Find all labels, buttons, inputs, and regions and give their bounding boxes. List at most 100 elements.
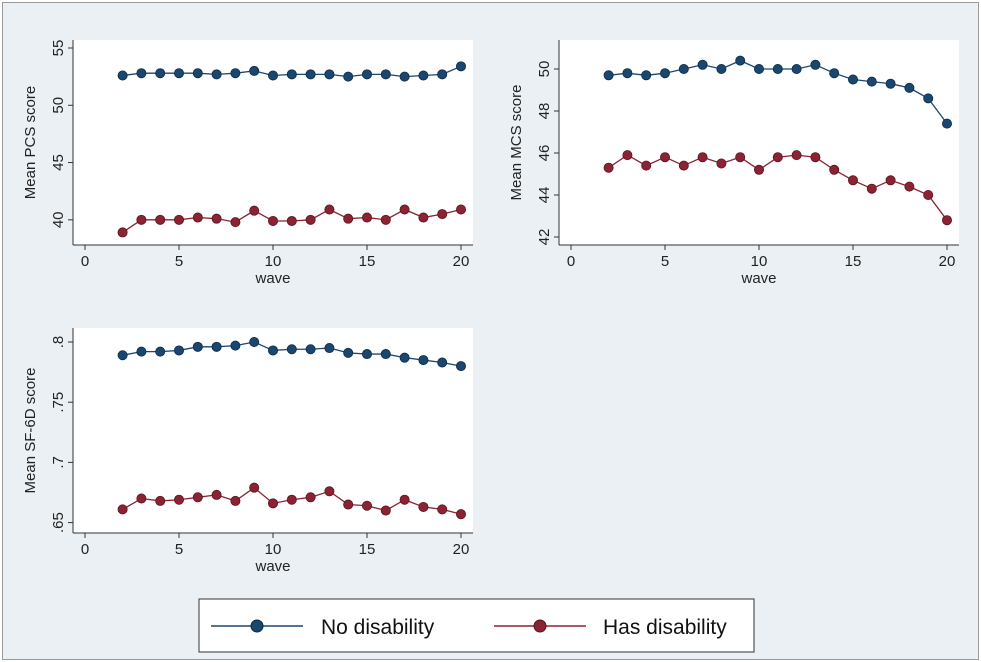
point-no-disability — [622, 68, 633, 79]
point-no-disability — [136, 68, 147, 79]
x-tick-label: 5 — [175, 253, 183, 270]
point-no-disability — [735, 55, 746, 66]
point-has-disability — [305, 492, 316, 503]
point-has-disability — [437, 209, 448, 220]
x-tick-label: 5 — [661, 253, 669, 270]
point-has-disability — [399, 204, 410, 215]
point-no-disability — [117, 70, 128, 81]
point-has-disability — [848, 175, 859, 186]
point-has-disability — [249, 205, 260, 216]
point-no-disability — [418, 70, 429, 81]
point-no-disability — [117, 350, 128, 361]
point-has-disability — [211, 489, 222, 500]
point-no-disability — [286, 69, 297, 80]
point-no-disability — [249, 65, 260, 76]
x-tick-label: 0 — [81, 253, 89, 270]
x-tick-label: 0 — [81, 541, 89, 558]
y-tick-label: 45 — [50, 154, 67, 171]
legend: No disability Has disability — [198, 598, 755, 653]
point-has-disability — [603, 162, 614, 173]
point-has-disability — [904, 181, 915, 192]
point-has-disability — [641, 160, 652, 171]
point-no-disability — [249, 337, 260, 348]
point-has-disability — [230, 495, 241, 506]
point-no-disability — [678, 64, 689, 75]
point-no-disability — [866, 76, 877, 87]
point-no-disability — [772, 64, 783, 75]
legend-item-no-disability: No disability — [211, 616, 435, 639]
legend-item-has-disability: Has disability — [494, 616, 727, 639]
point-no-disability — [455, 361, 466, 372]
point-no-disability — [810, 59, 821, 70]
y-tick-label: 42 — [536, 229, 553, 246]
x-tick-label: 15 — [359, 253, 376, 270]
point-has-disability — [380, 214, 391, 225]
point-no-disability — [399, 352, 410, 363]
point-has-disability — [622, 150, 633, 161]
y-tick-label: .65 — [50, 512, 67, 533]
y-tick-label: 44 — [536, 187, 553, 204]
point-has-disability — [361, 212, 372, 223]
point-no-disability — [923, 93, 934, 104]
y-tick-label: 50 — [536, 61, 553, 78]
point-no-disability — [361, 69, 372, 80]
point-has-disability — [716, 158, 727, 169]
point-has-disability — [267, 498, 278, 509]
point-no-disability — [904, 82, 915, 93]
point-no-disability — [660, 68, 671, 79]
point-no-disability — [230, 68, 241, 79]
legend-marker-no-disability — [250, 619, 264, 633]
point-has-disability — [230, 217, 241, 228]
x-axis-title: wave — [254, 558, 290, 575]
point-has-disability — [192, 492, 203, 503]
point-no-disability — [603, 70, 614, 81]
point-no-disability — [192, 341, 203, 352]
point-has-disability — [305, 214, 316, 225]
chart-pcs: 0 5 10 15 20 40 45 50 55 wave Mean PCS score — [22, 40, 473, 287]
x-axis-title: wave — [254, 270, 290, 287]
x-tick-label: 10 — [265, 541, 282, 558]
y-tick-label: 40 — [50, 211, 67, 228]
point-no-disability — [754, 64, 765, 75]
point-no-disability — [343, 71, 354, 82]
x-tick-label: 20 — [453, 253, 470, 270]
chart-mcs: 0 5 10 15 20 42 44 46 48 50 wave Mean MCS score — [508, 40, 959, 287]
point-no-disability — [716, 64, 727, 75]
point-has-disability — [418, 501, 429, 512]
point-no-disability — [437, 357, 448, 368]
point-has-disability — [136, 493, 147, 504]
point-no-disability — [380, 349, 391, 360]
point-has-disability — [343, 213, 354, 224]
point-has-disability — [192, 212, 203, 223]
y-axis-title: Mean MCS score — [508, 85, 525, 201]
point-has-disability — [380, 505, 391, 516]
point-has-disability — [286, 494, 297, 505]
point-has-disability — [660, 152, 671, 163]
y-tick-label: 50 — [50, 97, 67, 114]
point-no-disability — [455, 61, 466, 72]
legend-marker-has-disability — [533, 619, 547, 633]
x-tick-label: 10 — [751, 253, 768, 270]
point-no-disability — [155, 346, 166, 357]
point-no-disability — [641, 70, 652, 81]
point-no-disability — [380, 69, 391, 80]
point-no-disability — [343, 347, 354, 358]
point-no-disability — [942, 118, 953, 129]
y-tick-label: 48 — [536, 103, 553, 120]
point-has-disability — [155, 495, 166, 506]
point-no-disability — [136, 346, 147, 357]
x-tick-label: 15 — [845, 253, 862, 270]
point-no-disability — [791, 64, 802, 75]
point-has-disability — [117, 227, 128, 238]
point-has-disability — [173, 214, 184, 225]
point-has-disability — [324, 486, 335, 497]
point-no-disability — [399, 71, 410, 82]
point-has-disability — [735, 152, 746, 163]
point-has-disability — [455, 509, 466, 520]
point-no-disability — [155, 68, 166, 79]
point-has-disability — [455, 204, 466, 215]
point-has-disability — [136, 214, 147, 225]
point-no-disability — [697, 59, 708, 70]
chart-sf6d: 0 5 10 15 20 .65 .7 .75 .8 wave Mean SF-6D score — [22, 328, 473, 575]
